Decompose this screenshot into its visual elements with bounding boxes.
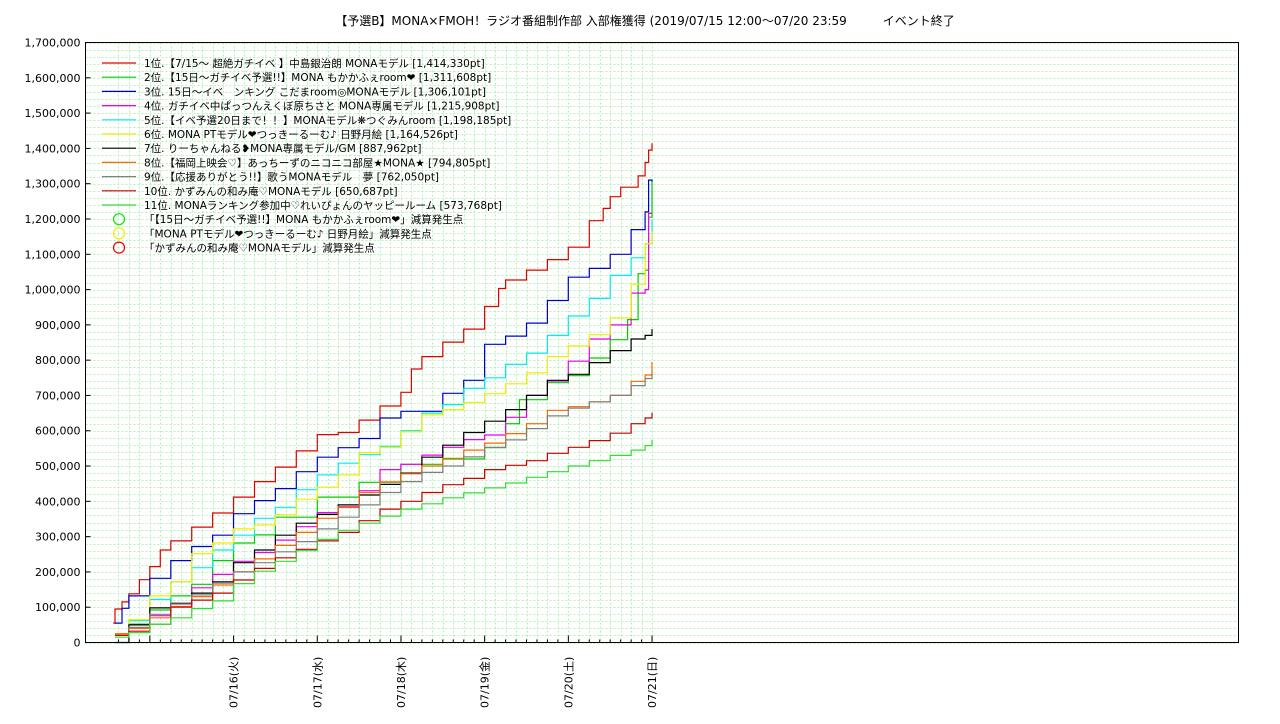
series-line-1 <box>113 143 653 624</box>
y-tick-label: 1,500,000 <box>25 107 81 120</box>
y-tick-label: 500,000 <box>35 460 81 473</box>
legend-marker-label-3: 「かずみんの和み庵♡MONAモデル」減算発生点 <box>144 242 375 255</box>
series-line-6 <box>115 231 653 635</box>
legend-label-7: 7位. りーちゃんねる❥MONA専属モデル/GM [887,962pt] <box>144 142 421 155</box>
y-tick-label: 1,100,000 <box>25 248 81 261</box>
y-tick-label: 1,700,000 <box>25 37 81 50</box>
legend-marker-1 <box>112 213 126 226</box>
x-tick-label: 07/18(木) <box>395 657 408 708</box>
y-tick-label: 1,400,000 <box>25 142 81 155</box>
y-tick-label: 1,200,000 <box>25 213 81 226</box>
legend-label-2: 2位.【15日～ガチイベ予選!!】MONA もかかふぇroom❤ [1,311,… <box>144 71 491 84</box>
legend-label-3: 3位. 15日～イベ ンキング こだまroom◎MONAモデル [1,306,1… <box>144 85 486 98</box>
grid-layer <box>85 42 1239 644</box>
legend-label-11: 11位. MONAランキング参加中♡れいぴょんのヤッピールーム [573,768… <box>144 199 502 212</box>
axis-layer: 0 100,000 200,000 300,000 400,000 500,000 600,… <box>25 37 660 709</box>
series-layer <box>113 143 653 644</box>
legend-marker-label-2: 「MONA PTモデル❤つっきーるーむ♪ 日野月絵」減算発生点 <box>144 227 432 240</box>
y-tick-label: 100,000 <box>35 601 81 614</box>
legend-label-8: 8位.【福岡上映会♡】あっちーずのニコニコ部屋★MONA★ [794,805pt… <box>144 156 490 169</box>
legend-label-6: 6位. MONA PTモデル❤つっきーるーむ♪ 日野月絵 [1,164,526p… <box>144 128 458 141</box>
legend-label-10: 10位. かずみんの和み庵♡MONAモデル [650,687pt] <box>144 185 398 198</box>
x-tick-label: 07/19(金) <box>478 657 492 708</box>
series-line-5 <box>115 219 653 635</box>
x-tick-label: 07/16(火) <box>228 657 241 708</box>
y-tick-label: 1,300,000 <box>25 178 81 191</box>
y-tick-label: 800,000 <box>35 354 81 367</box>
y-tick-label: 1,000,000 <box>25 284 81 297</box>
series-line-4 <box>115 212 652 635</box>
legend-marker-2 <box>112 227 126 240</box>
y-tick-label: 400,000 <box>35 495 81 508</box>
chart-title: 【予選B】MONA×FMOH！ラジオ番組制作部 入部権獲得 (2019/07/1… <box>335 13 955 28</box>
x-tick-label: 07/20(土) <box>562 657 575 708</box>
legend-label-5: 5位.【イベ予選20日まで！！】MONAモデル❋つぐみんroom [1,198,… <box>144 114 511 127</box>
y-tick-label: 300,000 <box>35 531 81 544</box>
legend-label-9: 9位.【応援ありがとう!!】歌うMONAモデル 夢 [762,050pt] <box>144 171 439 184</box>
x-tick-label: 07/17(水) <box>311 657 324 708</box>
y-tick-label: 600,000 <box>35 425 81 438</box>
y-tick-label: 700,000 <box>35 389 81 402</box>
series-line-11 <box>115 440 653 638</box>
legend-label-4: 4位. ガチイベ中ぱっつんえくぼ原ちさと MONA専属モデル [1,215,90… <box>144 100 500 113</box>
legend-label-1: 1位.【7/15～ 超絶ガチイベ 】中島銀治朗 MONAモデル [1,414,3… <box>144 57 485 70</box>
legend-marker-3 <box>112 241 126 254</box>
plot-frame <box>85 42 1239 643</box>
y-tick-label: 1,600,000 <box>25 72 81 85</box>
x-tick-label: 07/21(日) <box>646 657 659 708</box>
y-tick-label: 200,000 <box>35 566 81 579</box>
y-tick-label: 900,000 <box>35 319 81 332</box>
y-tick-label: 0 <box>74 637 81 650</box>
legend-marker-label-1: 「【15日～ガチイベ予選!!】MONA もかかふぇroom❤」減算発生点 <box>144 213 463 226</box>
legend: 1位.【7/15～ 超絶ガチイベ 】中島銀治朗 MONAモデル [1,414,3… <box>102 57 511 255</box>
